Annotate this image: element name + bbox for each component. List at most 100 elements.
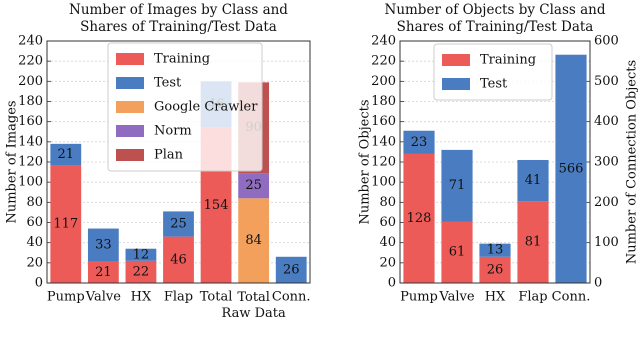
y-tick-label: 160 <box>371 114 396 129</box>
data-label: 61 <box>449 245 466 260</box>
bar-segment <box>238 173 270 199</box>
data-label: 81 <box>525 235 542 250</box>
bar-segment <box>238 198 270 283</box>
y-tick-label: 240 <box>371 34 396 49</box>
bar-segment <box>125 248 157 261</box>
y-tick-label: 60 <box>26 215 43 230</box>
x-tick-label: Flap <box>164 290 193 305</box>
y2-tick-label: 100 <box>594 235 619 250</box>
bar-segment <box>441 149 473 222</box>
bar-segment <box>275 256 307 283</box>
bar-segment <box>555 54 587 283</box>
x-tick-label: HX <box>485 290 506 305</box>
y-tick-label: 220 <box>18 54 43 69</box>
y2-tick-label: 600 <box>594 34 619 49</box>
y2-tick-label: 400 <box>594 114 619 129</box>
y-tick-label: 80 <box>379 195 396 210</box>
data-label: 117 <box>53 217 78 232</box>
x-tick-label: Conn. <box>272 290 311 305</box>
data-label: 46 <box>170 252 187 267</box>
y-tick-label: 140 <box>371 134 396 149</box>
legend-label: Test <box>154 76 182 91</box>
x-tick-label: Valve <box>438 290 474 305</box>
y-tick-label: 20 <box>26 255 43 270</box>
data-label: 12 <box>133 247 150 262</box>
y-tick-label: 160 <box>18 114 43 129</box>
data-label: 566 <box>559 161 584 176</box>
data-label: 33 <box>95 238 112 253</box>
y-tick-label: 40 <box>379 235 396 250</box>
bar-segment <box>479 243 511 257</box>
y-tick-label: 180 <box>18 94 43 109</box>
y-axis-label: Number of Images <box>5 100 20 223</box>
y-axis-label: Number of Objects <box>358 99 373 224</box>
x-tick-label: HX <box>131 290 152 305</box>
data-label: 25 <box>245 178 262 193</box>
data-label: 154 <box>204 198 229 213</box>
data-label: 26 <box>283 262 300 277</box>
x-tick-label: Pump <box>47 290 85 305</box>
bar-segment <box>403 153 435 283</box>
y-tick-label: 0 <box>388 276 396 291</box>
x-tick-label: Pump <box>400 290 438 305</box>
bar-segment <box>163 236 194 283</box>
bar-segment <box>50 165 82 283</box>
legend-label: Plan <box>154 148 184 163</box>
y-tick-label: 120 <box>371 155 396 170</box>
x-tick-label: Total Raw Data <box>222 290 286 321</box>
plot-frame <box>399 40 591 284</box>
y-tick-label: 200 <box>18 74 43 89</box>
legend-box <box>107 42 263 172</box>
data-label: 25 <box>170 217 187 232</box>
y-tick-label: 120 <box>18 155 43 170</box>
y2-tick-label: 300 <box>594 155 619 170</box>
y-tick-label: 0 <box>35 276 43 291</box>
legend-label: Norm <box>154 124 192 139</box>
x-tick-label: Valve <box>85 290 121 305</box>
bar-segment <box>125 260 157 283</box>
y-tick-label: 240 <box>18 34 43 49</box>
y-tick-label: 100 <box>371 175 396 190</box>
bar-segment <box>87 261 119 283</box>
legend-swatch <box>116 149 144 161</box>
bar-segment <box>441 221 473 283</box>
legend-label: Training <box>480 53 536 68</box>
data-label: 21 <box>95 265 112 280</box>
y2-tick-label: 0 <box>594 276 602 291</box>
data-label: 26 <box>487 262 504 277</box>
bar-segment <box>163 211 194 237</box>
bar-segment <box>87 228 119 262</box>
x-tick-label: Total <box>200 290 233 305</box>
bar-segment <box>517 159 549 202</box>
legend-swatch <box>116 101 144 113</box>
legend-swatch <box>116 53 144 65</box>
y-tick-label: 40 <box>26 235 43 250</box>
bar-segment <box>50 143 82 166</box>
legend-swatch <box>442 78 470 90</box>
y2-axis-label: Number of Connection Objects <box>625 60 640 264</box>
y-tick-label: 20 <box>379 255 396 270</box>
y-tick-label: 60 <box>379 215 396 230</box>
data-label: 84 <box>245 233 262 248</box>
y-tick-label: 140 <box>18 134 43 149</box>
y2-tick-label: 500 <box>594 74 619 89</box>
y-tick-label: 200 <box>371 74 396 89</box>
legend-swatch <box>116 125 144 137</box>
y2-tick-label: 200 <box>594 195 619 210</box>
bar-segment <box>517 201 549 283</box>
y-tick-label: 100 <box>18 175 43 190</box>
y-tick-label: 80 <box>26 195 43 210</box>
plot-frame <box>46 40 311 284</box>
data-label: 22 <box>133 264 150 279</box>
legend-label: Training <box>154 52 210 67</box>
data-label: 128 <box>407 211 432 226</box>
legend-label: Test <box>480 77 508 92</box>
data-label: 41 <box>525 173 542 188</box>
data-label: 23 <box>411 135 428 150</box>
chart-title: Number of Objects by Class and Shares of … <box>385 2 606 35</box>
y-tick-label: 220 <box>371 54 396 69</box>
y-tick-label: 180 <box>371 94 396 109</box>
bar-segment <box>479 256 511 283</box>
legend-swatch <box>116 77 144 89</box>
